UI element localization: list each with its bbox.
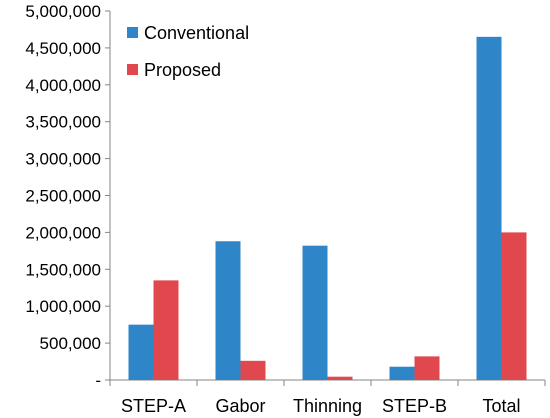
legend-swatch-proposed xyxy=(127,64,138,75)
y-tick-label: 3,500,000 xyxy=(25,113,101,132)
y-tick-label: 1,000,000 xyxy=(25,297,101,316)
bar-proposed-gabor xyxy=(240,360,266,380)
x-tick-label: Total xyxy=(482,396,520,416)
y-axis: - 500,000 1,000,000 1,500,000 2,000,000 2,500… xyxy=(25,2,111,390)
bar-conventional-thinning xyxy=(302,245,328,380)
bar-conventional-step-a xyxy=(128,324,154,380)
y-tick-label: 2,000,000 xyxy=(25,223,101,242)
bar-conventional-step-b xyxy=(389,366,415,380)
y-tick-label: 3,000,000 xyxy=(25,150,101,169)
y-tick-label: 4,000,000 xyxy=(25,76,101,95)
bars xyxy=(128,36,527,381)
y-tick-label: 2,500,000 xyxy=(25,187,101,206)
bar-conventional-total xyxy=(476,36,502,381)
bar-proposed-step-b xyxy=(414,356,440,380)
bar-proposed-step-a xyxy=(153,280,179,380)
y-tick-label: 4,500,000 xyxy=(25,39,101,58)
legend-swatch-conventional xyxy=(127,27,138,38)
legend: Conventional Proposed xyxy=(127,23,249,80)
y-tick-label: 500,000 xyxy=(40,334,101,353)
x-tick-label: Gabor xyxy=(215,396,265,416)
bar-conventional-gabor xyxy=(215,241,241,380)
y-tick-label: - xyxy=(95,371,101,390)
x-tick-label: Thinning xyxy=(293,396,362,416)
x-tick-label: STEP-A xyxy=(121,396,186,416)
x-tick-label: STEP-B xyxy=(382,396,447,416)
bar-proposed-thinning xyxy=(327,376,353,380)
x-axis: STEP-A Gabor Thinning STEP-B Total xyxy=(109,379,546,416)
y-tick-label: 1,500,000 xyxy=(25,260,101,279)
bar-proposed-total xyxy=(501,232,527,380)
y-tick-label: 5,000,000 xyxy=(25,2,101,21)
legend-label-proposed: Proposed xyxy=(144,60,221,80)
legend-label-conventional: Conventional xyxy=(144,23,249,43)
